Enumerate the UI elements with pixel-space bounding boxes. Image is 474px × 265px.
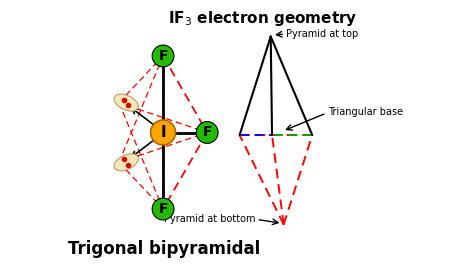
Circle shape <box>152 198 174 220</box>
Text: Trigonal bipyramidal: Trigonal bipyramidal <box>68 240 261 258</box>
Text: F: F <box>158 202 168 216</box>
Text: F: F <box>202 126 212 139</box>
Ellipse shape <box>114 94 138 111</box>
Text: IF$_3$ electron geometry: IF$_3$ electron geometry <box>168 9 358 28</box>
Text: I: I <box>160 125 166 140</box>
Text: Pyramid at bottom: Pyramid at bottom <box>164 214 255 224</box>
Ellipse shape <box>114 154 138 171</box>
Text: Triangular base: Triangular base <box>328 107 403 117</box>
Circle shape <box>152 45 174 67</box>
Text: F: F <box>158 49 168 63</box>
Circle shape <box>151 120 175 145</box>
Circle shape <box>196 122 218 143</box>
Text: Pyramid at top: Pyramid at top <box>286 29 358 39</box>
